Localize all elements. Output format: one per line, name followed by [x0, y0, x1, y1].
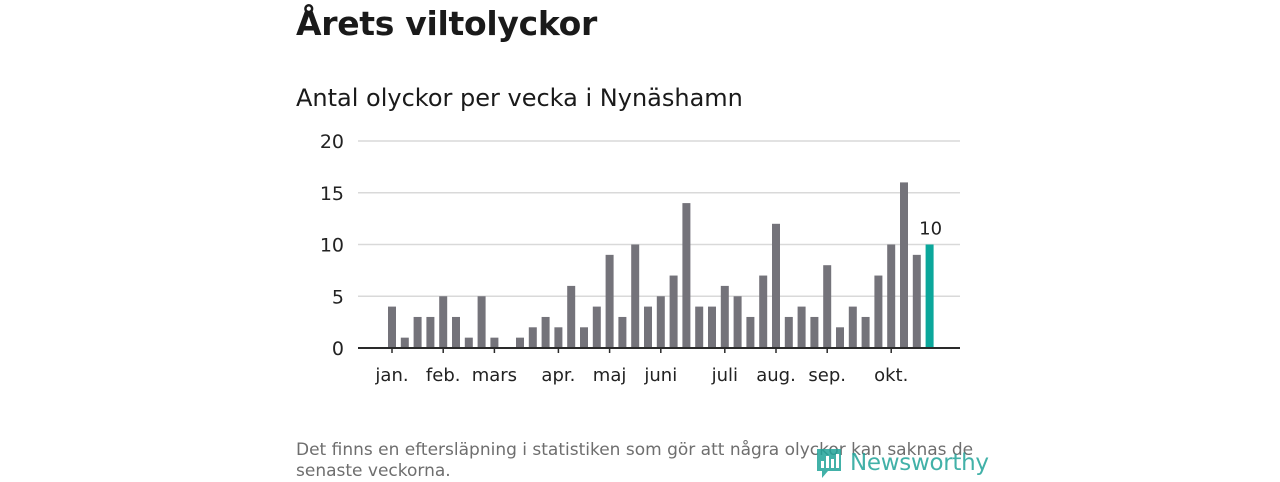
y-tick-label-15: 15 — [320, 183, 344, 205]
bar — [567, 285, 576, 348]
bar — [810, 316, 819, 348]
y-tick-label-5: 5 — [332, 286, 344, 308]
bar — [388, 306, 396, 348]
bar — [784, 316, 793, 348]
x-tick-label: jan. — [374, 365, 408, 386]
brand-name: Newsworthy — [850, 450, 989, 476]
bar — [656, 296, 665, 348]
bar — [772, 223, 780, 348]
x-tick-label: feb. — [426, 365, 461, 386]
bar — [746, 316, 755, 348]
bar — [439, 296, 448, 348]
bars — [388, 182, 934, 348]
x-tick-label: juli — [711, 365, 738, 386]
bar — [682, 203, 691, 348]
x-tick-label: mars — [472, 365, 517, 386]
bar — [592, 306, 601, 348]
y-tick-label-0: 0 — [332, 338, 344, 360]
footnote: Det finns en eftersläpning i statistiken… — [296, 440, 974, 481]
bar-value-label: 10 — [919, 219, 942, 240]
axes — [358, 347, 960, 353]
chart-subtitle: Antal olyckor per vecka i Nynäshamn — [296, 84, 743, 112]
newsworthy-logo-icon — [817, 449, 841, 478]
bar — [861, 316, 870, 348]
bar — [580, 327, 588, 348]
grid-lines — [358, 140, 960, 297]
bar — [759, 275, 768, 348]
bar — [477, 296, 486, 348]
bar-highlight — [925, 244, 934, 348]
bar — [708, 306, 716, 348]
bar — [464, 337, 473, 348]
bar — [900, 182, 908, 348]
brand-logo: Newsworthy — [814, 446, 989, 480]
x-tick-label: sep. — [808, 365, 846, 386]
y-tick-label-10: 10 — [320, 235, 344, 257]
x-tick-label: maj — [593, 365, 627, 386]
bar — [720, 285, 729, 348]
bar — [797, 306, 806, 348]
x-tick-label: apr. — [541, 365, 575, 386]
bar — [400, 337, 409, 348]
bar — [631, 244, 640, 348]
bar — [618, 316, 627, 348]
bar — [644, 306, 652, 348]
bar — [605, 254, 614, 348]
bar — [516, 337, 524, 348]
labels: 0 5 10 15 20 10 jan. feb. mars apr. maj juni juli aug… — [320, 131, 942, 386]
bar — [695, 306, 704, 348]
x-tick-label: aug. — [756, 365, 796, 386]
bar — [541, 316, 550, 348]
bar — [912, 254, 921, 348]
bar — [669, 275, 678, 348]
x-tick-label: juni — [643, 365, 677, 386]
y-tick-label-20: 20 — [320, 131, 344, 153]
x-tick-label: okt. — [874, 365, 908, 386]
bar — [887, 244, 896, 348]
bar — [490, 337, 499, 348]
bar — [426, 316, 435, 348]
bar — [848, 306, 857, 348]
bar — [733, 296, 742, 348]
bar — [554, 327, 563, 348]
bar-chart: 0 5 10 15 20 10 jan. feb. mars apr. maj juni juli aug… — [320, 131, 960, 386]
bar — [528, 327, 537, 348]
bar — [823, 265, 832, 348]
page-title: Årets viltolyckor — [296, 4, 597, 43]
bar — [874, 275, 883, 348]
bar — [413, 316, 422, 348]
bar — [452, 316, 460, 348]
bar — [836, 327, 844, 348]
